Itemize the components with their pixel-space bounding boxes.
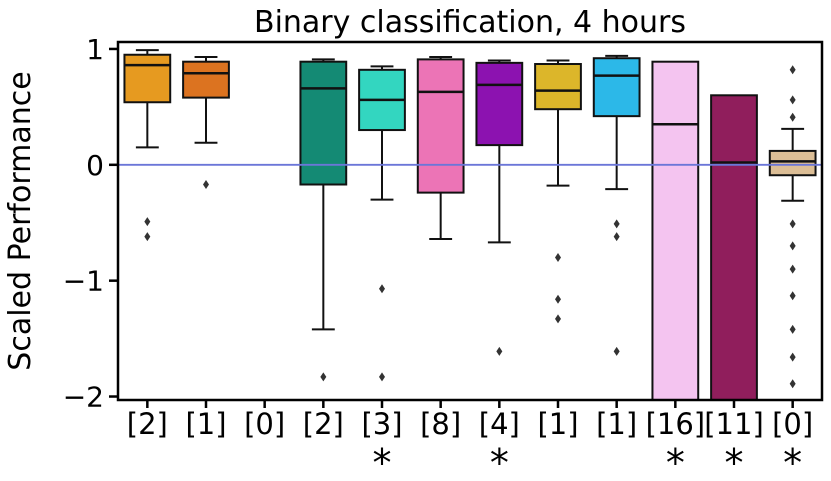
outlier-marker <box>789 379 796 389</box>
outlier-marker <box>144 217 151 227</box>
box-rect <box>710 94 758 400</box>
significance-asterisk: * <box>783 441 802 481</box>
outlier-marker <box>789 264 796 274</box>
box-rect <box>416 58 465 194</box>
significance-asterisk: * <box>373 441 392 481</box>
x-tick-label: [3] <box>361 407 402 441</box>
x-tick-label: [0] <box>244 407 285 441</box>
box <box>710 94 758 400</box>
box <box>475 59 524 356</box>
x-tick-label: [1] <box>537 407 578 441</box>
outlier-marker <box>789 112 796 122</box>
box <box>651 60 700 400</box>
box-rect <box>123 53 172 104</box>
outlier-marker <box>789 352 796 362</box>
outlier-marker <box>789 324 796 334</box>
significance-asterisk: * <box>725 441 744 481</box>
box <box>416 56 465 240</box>
x-tick-label: [1] <box>596 407 637 441</box>
y-axis-label: Scaled Performance <box>3 71 38 370</box>
outlier-marker <box>555 252 561 262</box>
significance-asterisk: * <box>490 441 509 481</box>
box-rect <box>299 60 348 186</box>
x-tick-label: [11] <box>704 407 764 441</box>
outlier-marker <box>496 346 503 356</box>
outlier-marker <box>203 180 209 190</box>
outlier-marker <box>789 291 796 301</box>
outlier-marker <box>613 346 620 356</box>
y-tick-label: −2 <box>63 381 104 414</box>
y-tick-label: −1 <box>63 265 104 298</box>
box <box>299 58 348 382</box>
box-rect <box>534 63 582 111</box>
outlier-marker <box>379 284 385 294</box>
box-rect <box>475 61 524 147</box>
x-tick-label: [8] <box>420 407 461 441</box>
box <box>534 59 582 324</box>
outlier-marker <box>144 232 151 242</box>
significance-asterisk: * <box>666 441 685 481</box>
x-tick-label: [4] <box>479 407 520 441</box>
outlier-marker <box>320 372 327 382</box>
x-tick-label: [1] <box>185 407 226 441</box>
outlier-marker <box>789 219 796 229</box>
box-rect <box>182 60 230 99</box>
x-tick-label: [2] <box>303 407 344 441</box>
y-tick-label: 1 <box>86 33 104 66</box>
outlier-marker <box>379 372 385 382</box>
x-tick-label: [16] <box>646 407 706 441</box>
outlier-marker <box>555 314 561 324</box>
outlier-marker <box>789 95 796 105</box>
outlier-marker <box>555 294 561 304</box>
box <box>592 54 641 356</box>
box-rect <box>651 60 700 400</box>
box <box>182 56 230 190</box>
box-rect <box>592 57 641 118</box>
plot-area <box>123 49 817 400</box>
box <box>123 49 172 242</box>
outlier-marker <box>613 232 620 242</box>
x-tick-label: [0] <box>772 407 813 441</box>
outlier-marker <box>613 219 620 229</box>
x-tick-label: [2] <box>127 407 168 441</box>
outlier-marker <box>789 241 796 251</box>
axes-frame <box>116 40 824 402</box>
box <box>768 65 817 389</box>
outlier-marker <box>789 65 796 75</box>
box-rect <box>768 149 817 177</box>
chart-title: Binary classification, 4 hours <box>254 5 686 40</box>
y-tick-label: 0 <box>86 149 104 182</box>
box <box>358 65 406 382</box>
